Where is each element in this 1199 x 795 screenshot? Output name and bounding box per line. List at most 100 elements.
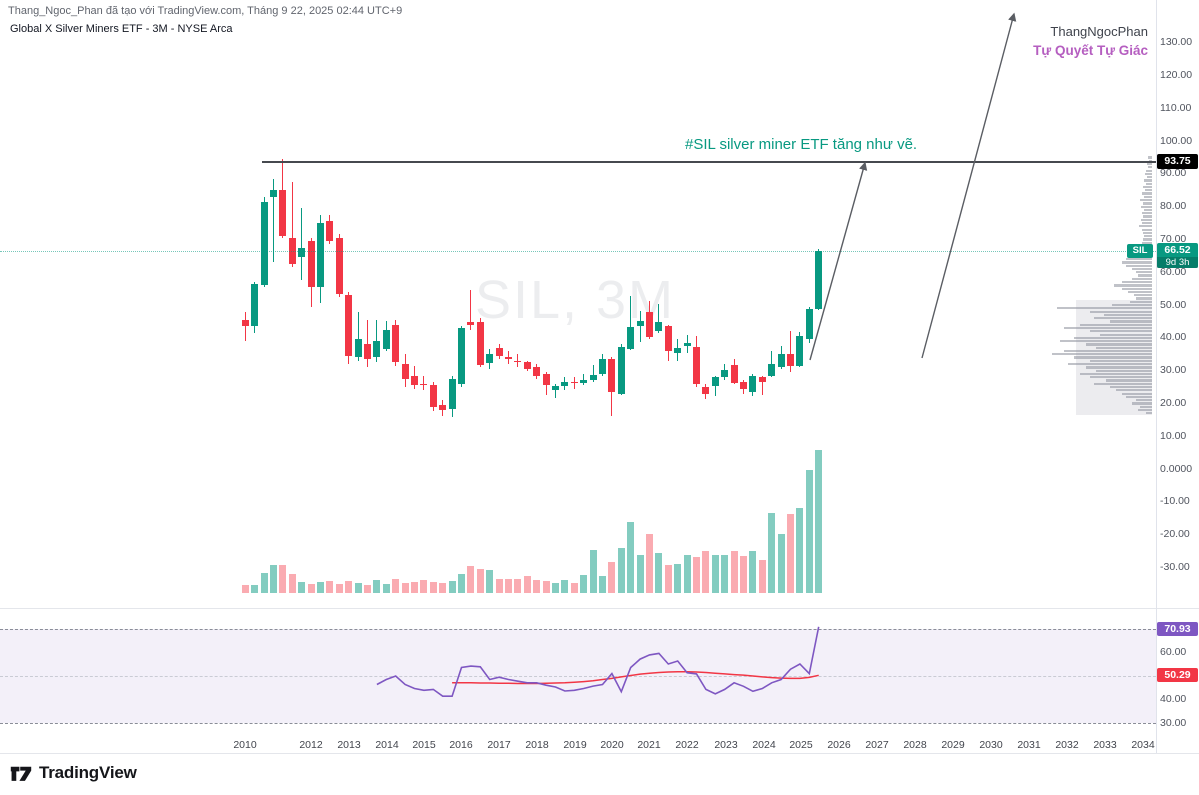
volume-bar xyxy=(599,576,606,593)
volume-bar xyxy=(711,555,719,593)
volume-profile-row xyxy=(1104,313,1152,317)
volume-bar xyxy=(589,550,597,593)
candle-wick xyxy=(357,311,359,361)
candle xyxy=(270,190,277,197)
volume-profile-row xyxy=(1142,228,1152,231)
volume-profile-row xyxy=(1086,366,1152,369)
price-axis-label: 0.0000 xyxy=(1160,462,1193,475)
volume-bar xyxy=(580,575,588,593)
candle xyxy=(740,382,747,389)
candle-wick xyxy=(771,350,773,378)
candle xyxy=(787,353,794,366)
volume-profile-row xyxy=(1132,267,1152,271)
author-motto: Tự Quyết Tự Giác xyxy=(1033,43,1148,58)
candle xyxy=(439,405,447,410)
volume-profile-row xyxy=(1142,192,1152,195)
candle xyxy=(655,322,663,331)
volume-bar xyxy=(815,450,823,593)
volume-profile-row xyxy=(1142,222,1152,225)
volume-profile-row xyxy=(1090,330,1152,333)
candle xyxy=(260,201,268,286)
time-axis-label: 2029 xyxy=(941,739,965,751)
volume-bar xyxy=(552,583,559,593)
idea-annotation-text[interactable]: #SIL silver miner ETF tăng như vẽ. xyxy=(685,136,918,153)
volume-profile-row xyxy=(1144,179,1152,182)
candle xyxy=(335,237,343,294)
price-axis-label: 30.00 xyxy=(1160,364,1187,377)
bar-countdown: 9d 3h xyxy=(1157,257,1198,268)
candle xyxy=(458,327,465,384)
price-axis-label: 20.00 xyxy=(1160,396,1187,409)
volume-profile-row xyxy=(1134,294,1152,297)
time-axis-label: 2025 xyxy=(789,739,813,751)
candle xyxy=(589,374,597,381)
volume-bar xyxy=(674,564,682,593)
rsi-upper-dashed-line xyxy=(0,629,1156,630)
pane-separator[interactable] xyxy=(0,608,1199,609)
volume-bar xyxy=(354,583,362,593)
tradingview-logo[interactable]: TradingView xyxy=(10,762,137,784)
volume-profile-row xyxy=(1122,287,1152,290)
volume-profile-row xyxy=(1090,310,1152,313)
volume-profile-row xyxy=(1106,379,1152,382)
price-axis-label: 10.00 xyxy=(1160,429,1187,442)
horizontal-line-drawing[interactable] xyxy=(262,160,1156,163)
candle xyxy=(711,377,719,386)
candle-wick xyxy=(273,178,274,263)
rsi-axis-label: 30.00 xyxy=(1160,716,1187,729)
volume-bar xyxy=(467,566,475,593)
candle xyxy=(411,375,418,386)
price-axis-label: -30.00 xyxy=(1160,560,1190,573)
time-axis-label: 2016 xyxy=(449,739,473,751)
volume-bar xyxy=(702,551,710,593)
candle-wick xyxy=(790,330,791,373)
candle xyxy=(721,369,729,378)
volume-profile-row xyxy=(1074,336,1152,339)
symbol-tag: SIL xyxy=(1127,244,1153,258)
trend-arrow[interactable] xyxy=(921,12,1017,359)
candle xyxy=(326,221,334,242)
volume-profile-row xyxy=(1132,402,1152,405)
volume-profile-row xyxy=(1143,185,1152,189)
volume-bar xyxy=(664,565,672,593)
price-axis-label: -10.00 xyxy=(1160,495,1190,508)
candle xyxy=(476,321,484,365)
volume-bar xyxy=(373,580,381,593)
author-username: ThangNgocPhan xyxy=(1050,24,1148,39)
volume-bar xyxy=(317,582,324,593)
volume-profile-row xyxy=(1145,189,1152,192)
price-axis-border xyxy=(1156,0,1157,753)
price-axis-label: 50.00 xyxy=(1160,298,1187,311)
time-axis-label: 2010 xyxy=(233,739,257,751)
volume-bar xyxy=(730,551,738,593)
price-axis-label: 80.00 xyxy=(1160,200,1187,213)
candle xyxy=(241,319,249,327)
volume-profile-row xyxy=(1143,215,1152,218)
candle xyxy=(307,241,315,287)
candle xyxy=(805,308,813,340)
candle xyxy=(467,322,475,325)
volume-profile-row xyxy=(1096,369,1152,372)
candle xyxy=(514,360,522,363)
price-axis-label: 120.00 xyxy=(1160,68,1193,81)
volume-profile-row xyxy=(1052,353,1152,356)
volume-profile-row xyxy=(1138,408,1152,412)
time-axis-label: 2019 xyxy=(563,739,587,751)
candle xyxy=(608,359,616,393)
candle xyxy=(702,387,710,394)
time-axis-label: 2020 xyxy=(600,739,624,751)
time-axis-label: 2033 xyxy=(1093,739,1117,751)
candle-wick xyxy=(376,319,378,363)
rsi-middle-dashed-line xyxy=(0,676,1156,677)
candle xyxy=(354,339,362,358)
candle xyxy=(345,295,353,356)
volume-bar xyxy=(476,569,484,593)
candle xyxy=(392,324,400,363)
rsi-axis-label: 40.00 xyxy=(1160,693,1187,705)
rsi-axis-label: 60.00 xyxy=(1160,646,1187,658)
candle xyxy=(768,364,776,376)
volume-profile-row xyxy=(1064,349,1152,353)
volume-bar xyxy=(401,583,409,593)
time-axis-label: 2022 xyxy=(675,739,699,751)
candle-wick xyxy=(244,311,246,342)
